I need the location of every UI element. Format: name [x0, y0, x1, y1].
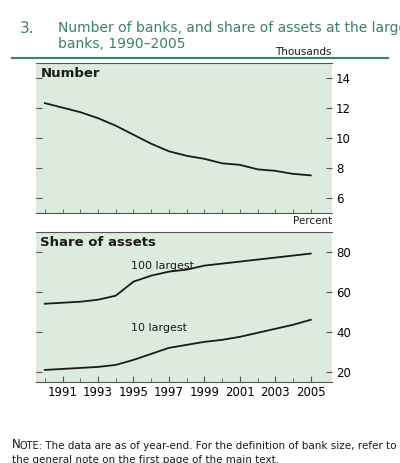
Text: 3.: 3. — [20, 21, 35, 36]
Text: Percent: Percent — [293, 216, 332, 226]
Text: N: N — [12, 438, 21, 451]
Text: the general note on the first page of the main text.: the general note on the first page of th… — [12, 455, 279, 463]
Text: Share of assets: Share of assets — [40, 236, 156, 249]
Text: 10 largest: 10 largest — [131, 323, 187, 333]
Text: Number: Number — [40, 67, 100, 80]
Text: 100 largest: 100 largest — [131, 261, 194, 271]
Text: The data are as of year-end. For the definition of bank size, refer to: The data are as of year-end. For the def… — [42, 441, 396, 451]
Text: Thousands: Thousands — [276, 47, 332, 57]
Text: Number of banks, and share of assets at the largest
banks, 1990–2005: Number of banks, and share of assets at … — [58, 21, 400, 51]
Text: OTE:: OTE: — [20, 441, 43, 451]
